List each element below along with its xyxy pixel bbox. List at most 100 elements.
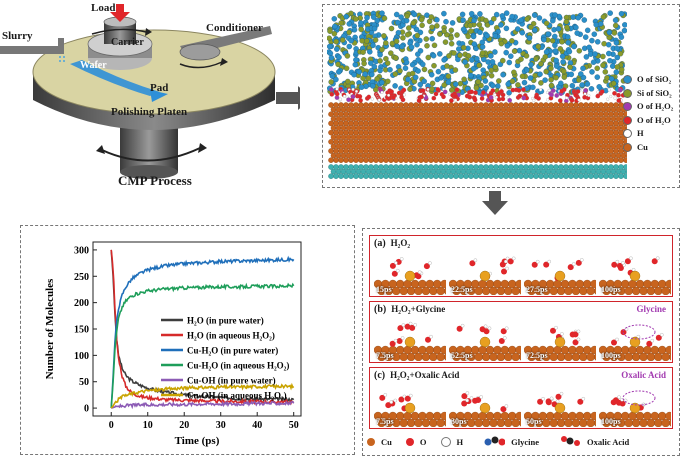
snapshot-frame: 52.5ps [449, 316, 521, 361]
o-atom-icon [405, 438, 414, 446]
snapshot-frame: 100ps [599, 250, 671, 295]
snapshot-panels: (a) H₂O₂ 15ps 22.5ps 27.5ps 100ps (b) H₂O₂+Glyc… [362, 228, 680, 456]
shaft-base [120, 165, 178, 179]
snapshot-atoms [599, 256, 671, 295]
label-slurry: Slurry [2, 30, 33, 42]
snapshot-atoms [449, 391, 521, 427]
md-legend-item: Si of SiO₂ [623, 87, 673, 101]
legend-glycine: Glycine [511, 437, 539, 447]
label-carrier: Carrier [111, 37, 144, 48]
series-line [110, 382, 295, 409]
md-simulation-box: O of SiO₂ Si of SiO₂ O of H₂O₂ O of H₂O H Cu [322, 4, 680, 188]
panel-tag: (b) [374, 304, 387, 315]
y-tick-label: 100 [74, 351, 89, 362]
md-atom-slab [327, 10, 627, 179]
md-legend-item: O of H₂O₂ [623, 100, 673, 114]
h-atom-icon [440, 437, 451, 447]
atom-color-swatch [623, 75, 632, 85]
snapshot-panel: (b) H₂O₂+Glycine 7.5ps 52.5ps 72.5ps 100ps Gly… [369, 301, 673, 363]
panel-header: (c) H₂O₂+Oxalic Acid [374, 370, 459, 381]
md-legend-label: O of H₂O [637, 114, 671, 125]
label-pad: Pad [150, 82, 169, 94]
y-tick-label: 250 [74, 272, 89, 283]
polishing-pad [32, 29, 276, 115]
x-tick-label: 30 [216, 420, 226, 431]
y-tick-label: 300 [74, 245, 89, 256]
atom-color-swatch [623, 102, 632, 112]
snapshot-time-label: 50ps [526, 417, 542, 426]
legend-label: Cu-OH (in aqueous H₂O₂) [187, 391, 287, 401]
atom-color-swatch [623, 142, 632, 152]
snapshot-atoms [374, 257, 446, 295]
x-axis-label: Time (ps) [175, 435, 220, 447]
molecule-count-chart: 0 10 20 30 40 50 0 50 100 150 200 250 300 Time (ps) Nu… [44, 241, 302, 447]
x-tick-label: 10 [143, 420, 153, 431]
molecule-highlight [622, 390, 656, 406]
snapshot-time-label: 100ps [601, 285, 621, 294]
snapshot-frame: 100ps [599, 316, 671, 361]
y-tick-label: 50 [79, 377, 89, 388]
slurry-flow [70, 60, 160, 96]
snapshot-atoms [524, 391, 596, 427]
snapshot-frame: 100ps [599, 382, 671, 427]
legend-label: Cu-H₂O (in aqueous H₂O₂) [187, 361, 289, 371]
atom-color-swatch [623, 88, 632, 98]
md-legend-label: O of H₂O₂ [637, 101, 674, 111]
series-line [110, 282, 295, 409]
snapshot-frame: 27.5ps [524, 250, 596, 295]
legend-label: Cu-H₂O (in pure water) [187, 346, 278, 356]
panel-header: (b) H₂O₂+Glycine [374, 304, 445, 315]
panel-title: H₂O₂+Glycine [391, 304, 446, 314]
legend-h: H [456, 437, 464, 447]
md-legend-item: H [623, 127, 673, 141]
snapshot-time-label: 7.5ps [376, 351, 394, 360]
series-line [110, 255, 295, 409]
snapshot-frame: 50ps [524, 382, 596, 427]
md-legend-label: H [637, 128, 644, 138]
flow-arrow-right [276, 86, 312, 110]
cu-atom-icon [367, 438, 375, 446]
legend-cu: Cu [381, 437, 392, 447]
snapshot-time-label: 30ps [451, 417, 467, 426]
snapshot-atoms [524, 258, 596, 295]
snapshot-frame: 15ps [374, 250, 446, 295]
load-arrow [116, 4, 124, 14]
snapshot-time-label: 15ps [376, 285, 392, 294]
snapshot-time-label: 100ps [601, 417, 621, 426]
md-legend-label: O of SiO₂ [637, 74, 672, 84]
series-line [110, 249, 294, 406]
platen-rotation-arrow [101, 147, 201, 162]
panel-title: H₂O₂+Oxalic Acid [390, 370, 460, 380]
series-line [110, 400, 295, 410]
snapshot-panel: (c) H₂O₂+Oxalic Acid 7.5ps 30ps 50ps 100ps Oxa… [369, 367, 673, 429]
snapshot-atoms [449, 323, 521, 361]
md-legend-item: O of H₂O [623, 114, 673, 128]
snapshot-frame: 22.5ps [449, 250, 521, 295]
atom-color-swatch [623, 115, 632, 125]
md-legend-label: Cu [637, 141, 648, 152]
oxalic-acid-molecule-icon [559, 435, 581, 449]
md-legend: O of SiO₂ Si of SiO₂ O of H₂O₂ O of H₂O H Cu [623, 73, 673, 154]
bottom-legend: Cu O H Glycine Oxalic Acid [367, 433, 677, 451]
legend-label: Cu-OH (in pure water) [187, 376, 276, 386]
conditioner-head [179, 43, 221, 61]
series-line [110, 249, 295, 403]
y-tick-label: 0 [84, 404, 89, 415]
label-conditioner: Conditioner [206, 22, 263, 34]
label-polishing-platen: Polishing Platen [111, 106, 188, 118]
slurry-drops [59, 56, 65, 64]
snapshot-atoms [524, 325, 596, 361]
snapshot-time-label: 27.5ps [526, 285, 548, 294]
legend-oxalic-acid: Oxalic Acid [586, 437, 630, 447]
y-tick-label: 150 [74, 325, 89, 336]
carrier-rotation-arrow [91, 28, 147, 35]
atom-color-swatch [623, 129, 632, 139]
slurry-nozzle [0, 38, 64, 54]
snapshot-time-label: 72.5ps [526, 351, 548, 360]
md-legend-label: Si of SiO₂ [637, 87, 672, 98]
snapshot-time-label: 7.5ps [376, 417, 394, 426]
md-legend-item: O of SiO₂ [623, 73, 673, 87]
arrow-head [198, 143, 207, 153]
cmp-machine-drawing [0, 4, 312, 179]
y-axis-label: Number of Molecules [44, 278, 56, 379]
